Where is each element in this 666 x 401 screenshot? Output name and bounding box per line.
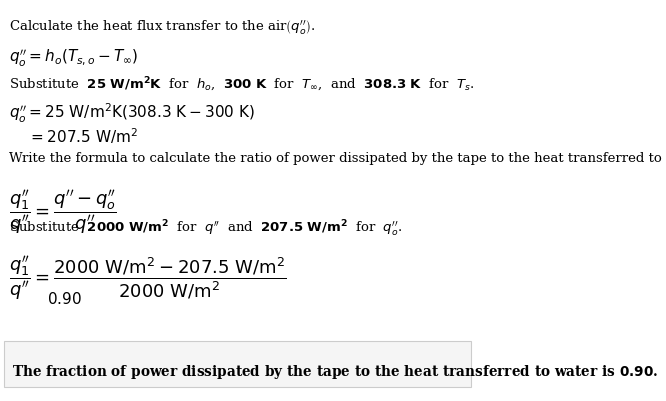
Text: Calculate the heat flux transfer to the air$\left(q_o''\right)$.: Calculate the heat flux transfer to the … bbox=[9, 18, 315, 36]
Text: $= 207.5\ \mathrm{W/m^2}$: $= 207.5\ \mathrm{W/m^2}$ bbox=[29, 126, 139, 146]
Text: $q_o'' = 25\ \mathrm{W/m^2K}\left(308.3\ \mathrm{K} - 300\ \mathrm{K}\right)$: $q_o'' = 25\ \mathrm{W/m^2K}\left(308.3\… bbox=[9, 102, 255, 126]
Text: Substitute  $\mathbf{25\ W/m^2K}$  for  $\boldsymbol{h_o}$,  $\mathbf{300\ K}$  : Substitute $\mathbf{25\ W/m^2K}$ for $\b… bbox=[9, 76, 474, 94]
Text: $\dfrac{q_1''}{q''} = \dfrac{2000\ \mathrm{W/m^2} - 207.5\ \mathrm{W/m^2}}{2000\: $\dfrac{q_1''}{q''} = \dfrac{2000\ \math… bbox=[9, 255, 286, 302]
Text: $q_o'' = h_o\left(T_{s,o} - T_\infty\right)$: $q_o'' = h_o\left(T_{s,o} - T_\infty\rig… bbox=[9, 48, 138, 69]
Text: $\dfrac{q_1''}{q''} = \dfrac{q'' - q_o''}{q''}$: $\dfrac{q_1''}{q''} = \dfrac{q'' - q_o''… bbox=[9, 188, 117, 236]
FancyBboxPatch shape bbox=[4, 341, 471, 387]
Text: Substitute  $\mathbf{2000\ W/m^2}$  for  $\boldsymbol{q''}$  and  $\mathbf{207.5: Substitute $\mathbf{2000\ W/m^2}$ for $\… bbox=[9, 219, 402, 239]
Text: $0.90$: $0.90$ bbox=[47, 291, 83, 307]
Text: The fraction of power dissipated by the tape to the heat transferred to water is: The fraction of power dissipated by the … bbox=[12, 363, 658, 381]
Text: Write the formula to calculate the ratio of power dissipated by the tape to the : Write the formula to calculate the ratio… bbox=[9, 152, 666, 165]
